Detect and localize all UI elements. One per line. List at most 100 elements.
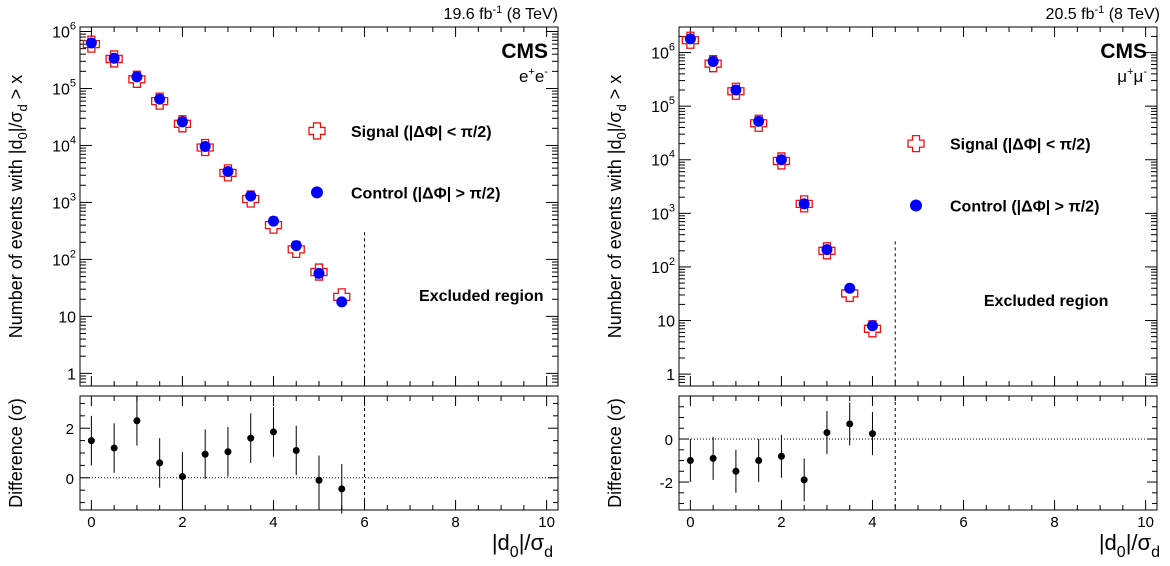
control-point <box>821 244 833 256</box>
y-tick-label: 1 <box>666 367 675 384</box>
difference-point <box>201 450 209 458</box>
y-tick-label: 103 <box>52 191 76 212</box>
cms-label: CMS <box>501 40 548 63</box>
y-tick-label: 104 <box>52 134 76 155</box>
legend-control-label: Control (|ΔΦ| > π/2) <box>950 199 1099 216</box>
x-tick-label: 10 <box>1137 514 1154 531</box>
difference-point <box>868 430 876 438</box>
x-tick-label: 10 <box>538 514 555 531</box>
difference-point <box>686 457 694 465</box>
difference-point <box>133 417 141 425</box>
y-tick-label: 10 <box>657 314 675 331</box>
lumi-label: 20.5 fb-1 (8 TeV) <box>1046 4 1160 23</box>
difference-point <box>823 429 831 437</box>
control-point <box>313 267 325 279</box>
control-point <box>866 320 878 332</box>
ratio-y-tick-label: 2 <box>66 421 74 438</box>
y-tick-label: 10 <box>58 309 76 326</box>
ratio-y-tick-label: 0 <box>66 471 74 488</box>
difference-point <box>846 420 854 428</box>
difference-point <box>338 485 346 493</box>
x-tick-label: 0 <box>87 514 95 531</box>
y-tick-label: 105 <box>651 95 675 116</box>
y-tick-label: 106 <box>52 21 76 42</box>
control-point <box>336 296 348 308</box>
x-tick-label: 6 <box>959 514 967 531</box>
difference-point <box>777 452 785 460</box>
legend-signal-marker <box>907 134 925 153</box>
difference-point <box>755 457 763 465</box>
control-point <box>222 165 234 177</box>
channel-label: e+e- <box>519 66 548 86</box>
control-point <box>131 71 143 83</box>
x-tick-label: 6 <box>360 514 368 531</box>
x-tick-label: 2 <box>777 514 785 531</box>
difference-point <box>87 437 95 445</box>
y-tick-label: 104 <box>651 149 675 170</box>
y-tick-label: 103 <box>651 202 675 223</box>
y-axis-title: Number of events with |d0|/σd > x <box>6 75 30 339</box>
difference-point <box>800 476 808 484</box>
legend-signal-label: Signal (|ΔΦ| < π/2) <box>950 137 1091 154</box>
y-tick-label: 106 <box>651 42 675 63</box>
control-point <box>199 140 211 152</box>
control-point <box>267 215 279 227</box>
control-point <box>154 93 166 105</box>
x-tick-label: 2 <box>178 514 186 531</box>
excluded-label: Excluded region <box>419 288 543 305</box>
excluded-label: Excluded region <box>984 293 1108 310</box>
cms-label: CMS <box>1100 40 1147 63</box>
panel-ee: 19.6 fb-1 (8 TeV) 0 2 4 6 8 10 1 10 102 103 104 105 1… <box>6 4 559 561</box>
difference-point <box>247 434 255 442</box>
control-point <box>775 154 787 166</box>
legend-signal-label: Signal (|ΔΦ| < π/2) <box>351 124 492 141</box>
x-axis-title: |d0|/σd <box>492 530 553 561</box>
panel-mumu: 20.5 fb-1 (8 TeV) 0 2 4 6 8 10 1 10 102 103 104 105 1… <box>605 4 1160 561</box>
y-axis-title: Number of events with |d0|/σd > x <box>605 75 629 339</box>
legend-control-marker <box>311 186 323 199</box>
difference-point <box>110 444 118 452</box>
ratio-y-axis-title: Difference (σ) <box>605 398 625 508</box>
difference-point <box>732 467 740 475</box>
ratio-y-axis-title: Difference (σ) <box>6 398 26 508</box>
difference-point <box>224 448 232 456</box>
main-frame <box>79 26 559 387</box>
x-tick-label: 4 <box>269 514 277 531</box>
x-tick-label: 8 <box>1050 514 1058 531</box>
x-tick-label: 4 <box>868 514 876 531</box>
channel-label: μ+μ- <box>1117 66 1147 86</box>
control-point <box>844 282 856 294</box>
control-point <box>176 116 188 128</box>
legend-control-marker <box>910 199 922 212</box>
ratio-y-tick-label: 0 <box>665 432 673 449</box>
control-point <box>753 115 765 127</box>
ratio-y-tick-label: -2 <box>660 475 673 492</box>
y-tick-label: 102 <box>651 256 675 277</box>
control-point <box>85 37 97 49</box>
legend-control-label: Control (|ΔΦ| > π/2) <box>351 185 500 202</box>
x-tick-label: 0 <box>686 514 694 531</box>
difference-point <box>292 447 300 455</box>
control-point <box>245 190 257 202</box>
ratio-frame <box>678 395 1158 511</box>
control-point <box>707 56 719 68</box>
control-point <box>290 240 302 252</box>
control-point <box>108 52 120 64</box>
y-tick-label: 102 <box>52 248 76 269</box>
control-point <box>730 84 742 96</box>
difference-point <box>269 428 277 436</box>
y-tick-label: 105 <box>52 77 76 98</box>
x-axis-title: |d0|/σd <box>1099 530 1160 561</box>
difference-point <box>156 459 164 467</box>
x-tick-label: 8 <box>451 514 459 531</box>
control-point <box>684 33 696 45</box>
signal-point <box>310 263 328 281</box>
lumi-label: 19.6 fb-1 (8 TeV) <box>444 4 558 23</box>
control-point <box>798 198 810 210</box>
difference-point <box>315 476 323 484</box>
difference-point <box>178 473 186 481</box>
difference-point <box>709 454 717 462</box>
legend-signal-marker <box>308 122 326 140</box>
y-tick-label: 1 <box>67 366 76 383</box>
